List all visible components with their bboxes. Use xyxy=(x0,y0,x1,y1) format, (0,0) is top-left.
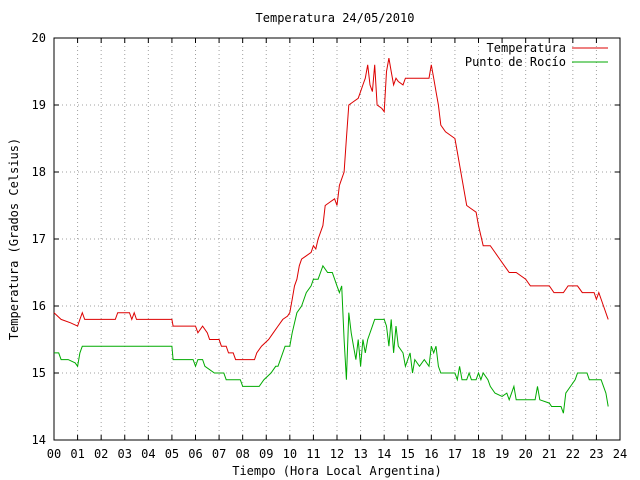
x-tick-label: 14 xyxy=(377,447,391,461)
y-tick-label: 19 xyxy=(32,98,46,112)
x-tick-label: 03 xyxy=(118,447,132,461)
x-tick-label: 10 xyxy=(283,447,297,461)
x-tick-label: 13 xyxy=(353,447,367,461)
y-tick-label: 14 xyxy=(32,433,46,447)
legend-label: Temperatura xyxy=(487,41,566,55)
x-tick-label: 15 xyxy=(401,447,415,461)
legend-label: Punto de Rocío xyxy=(465,55,566,69)
x-tick-label: 02 xyxy=(94,447,108,461)
x-tick-label: 08 xyxy=(235,447,249,461)
x-tick-label: 24 xyxy=(613,447,627,461)
series-line-punto-de-rocio xyxy=(54,264,609,414)
y-tick-label: 18 xyxy=(32,165,46,179)
x-tick-label: 05 xyxy=(165,447,179,461)
y-axis-label: Temperatura (Grados Celsius) xyxy=(7,138,21,340)
y-tick-label: 17 xyxy=(32,232,46,246)
x-tick-label: 17 xyxy=(448,447,462,461)
x-tick-label: 01 xyxy=(70,447,84,461)
x-tick-label: 11 xyxy=(306,447,320,461)
x-tick-label: 20 xyxy=(518,447,532,461)
y-tick-label: 16 xyxy=(32,299,46,313)
x-tick-label: 09 xyxy=(259,447,273,461)
chart-title: Temperatura 24/05/2010 xyxy=(256,11,415,25)
x-tick-label: 04 xyxy=(141,447,155,461)
y-tick-label: 20 xyxy=(32,31,46,45)
axis-ticks: 00 01 02 03 04 05 06 07 08 09 10 11 12 13 14 15 16 17 18 19… xyxy=(32,31,628,461)
x-tick-label: 19 xyxy=(495,447,509,461)
x-tick-label: 00 xyxy=(47,447,61,461)
x-tick-label: 07 xyxy=(212,447,226,461)
x-tick-label: 12 xyxy=(330,447,344,461)
x-tick-label: 16 xyxy=(424,447,438,461)
grid-lines xyxy=(54,38,620,440)
series-line-temperatura xyxy=(53,58,609,361)
x-tick-label: 22 xyxy=(566,447,580,461)
y-tick-label: 15 xyxy=(32,366,46,380)
x-tick-label: 18 xyxy=(471,447,485,461)
x-tick-label: 06 xyxy=(188,447,202,461)
series-lines xyxy=(53,58,609,414)
x-tick-label: 23 xyxy=(589,447,603,461)
x-axis-label: Tiempo (Hora Local Argentina) xyxy=(232,464,442,478)
x-tick-label: 21 xyxy=(542,447,556,461)
